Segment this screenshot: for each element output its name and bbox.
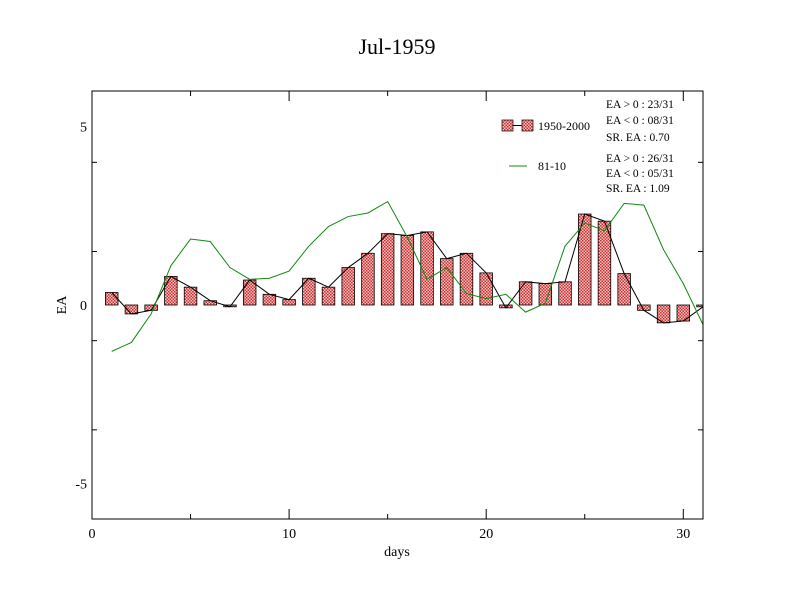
stats-block: EA > 0 : 23/31 EA < 0 : 08/31 SR. EA : 0… [606, 99, 674, 195]
bar-day-19 [459, 252, 474, 306]
bar-day-4 [164, 276, 178, 306]
chart-title: Jul-1959 [359, 34, 436, 59]
bar-day-31 [696, 304, 704, 308]
bar-day-13 [341, 267, 355, 306]
stat-a-positive: EA > 0 : 23/31 [606, 99, 674, 111]
bar-day-6 [203, 300, 217, 306]
bar-day-11 [302, 277, 316, 306]
legend-bar-swatch-right [521, 119, 534, 132]
bar-day-30 [676, 304, 690, 322]
bar-day-27 [617, 273, 631, 306]
series-1950-2000-line [111, 213, 704, 324]
plot-marks [105, 200, 704, 352]
legend-label-81-10: 81-10 [538, 159, 566, 173]
bar-day-10 [282, 299, 296, 306]
stat-a-negative: EA < 0 : 08/31 [606, 115, 674, 127]
x-tick-label-30: 30 [676, 527, 690, 542]
stat-a-sr: SR. EA : 0.70 [606, 132, 670, 144]
bar-day-18 [440, 258, 454, 306]
legend-label-1950-2000: 1950-2000 [538, 119, 590, 133]
x-tick-label-10: 10 [282, 527, 296, 542]
y-tick-label-5: 5 [80, 121, 87, 136]
bar-day-20 [479, 272, 493, 306]
stat-b-positive: EA > 0 : 26/31 [606, 153, 674, 165]
legend: 1950-2000 81-10 [501, 119, 590, 173]
bar-day-1 [105, 292, 119, 306]
bar-day-14 [361, 252, 375, 306]
x-tick-label-0: 0 [89, 527, 96, 542]
bar-day-15 [380, 233, 395, 306]
x-axis-label: days [384, 545, 410, 560]
bar-day-17 [420, 231, 434, 306]
bar-day-22 [518, 281, 533, 306]
stat-b-sr: SR. EA : 1.09 [606, 183, 670, 195]
bar-day-12 [321, 286, 336, 306]
y-tick-label-0: 0 [80, 299, 87, 314]
series-81-10-line [111, 200, 704, 352]
y-tick-label--5: -5 [75, 477, 87, 492]
x-tick-label-20: 20 [479, 527, 493, 542]
stat-b-negative: EA < 0 : 05/31 [606, 168, 674, 180]
y-axis-label: EA [55, 295, 70, 315]
legend-bar-swatch-left [501, 119, 514, 132]
bar-day-24 [558, 281, 572, 306]
axis-ticks: -5 0 5 0 10 20 30 [75, 91, 703, 542]
plot-frame [91, 90, 704, 520]
